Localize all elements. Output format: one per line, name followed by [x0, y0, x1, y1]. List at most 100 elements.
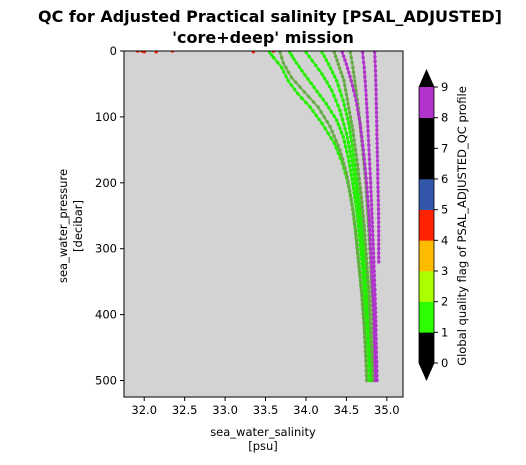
data-point	[360, 302, 365, 306]
data-point	[377, 238, 381, 242]
data-point	[375, 159, 380, 163]
chart-subtitle: 'core+deep' mission	[172, 28, 354, 47]
data-point	[367, 285, 371, 289]
data-point	[377, 220, 381, 225]
data-point	[373, 306, 378, 310]
data-point	[374, 106, 379, 110]
data-point	[360, 226, 364, 230]
data-point	[376, 172, 380, 176]
data-point	[311, 100, 316, 104]
data-point	[360, 51, 365, 54]
data-point	[351, 128, 355, 132]
data-point	[363, 79, 367, 84]
data-point	[362, 65, 366, 70]
data-point	[374, 110, 379, 115]
colorbar-segment	[419, 332, 434, 364]
data-point	[357, 202, 362, 206]
data-point	[332, 134, 336, 138]
data-point	[317, 68, 321, 72]
data-point	[374, 355, 379, 359]
data-point	[367, 152, 371, 157]
data-point	[356, 167, 360, 171]
data-point	[351, 182, 355, 186]
data-point	[372, 274, 377, 278]
data-point	[375, 154, 380, 159]
data-point	[371, 251, 376, 255]
data-point	[354, 232, 358, 236]
data-point	[328, 125, 332, 129]
data-point	[375, 137, 379, 141]
data-point	[364, 359, 368, 363]
data-point	[367, 289, 371, 294]
data-point	[371, 242, 375, 246]
data-point	[361, 307, 365, 311]
data-point	[142, 51, 146, 54]
data-point	[375, 163, 380, 167]
data-point	[361, 209, 365, 214]
data-point	[335, 58, 339, 62]
data-point	[346, 154, 350, 159]
data-point	[362, 70, 367, 74]
data-point	[345, 97, 349, 101]
data-point	[336, 151, 340, 155]
x-tick-label: 35.0	[374, 403, 400, 417]
colorbar-tick-label: 5	[441, 203, 448, 217]
data-point	[363, 75, 367, 79]
data-point	[330, 88, 334, 93]
data-point	[376, 216, 381, 220]
data-point	[373, 283, 377, 287]
data-point	[368, 308, 372, 312]
data-point	[356, 255, 360, 259]
data-point	[327, 106, 331, 110]
data-point	[365, 185, 369, 190]
data-point	[369, 203, 374, 207]
data-point	[345, 149, 349, 154]
data-point	[364, 364, 368, 368]
data-point	[364, 176, 368, 180]
data-point	[365, 115, 370, 119]
data-point	[330, 129, 334, 134]
data-point	[308, 105, 312, 109]
data-point	[376, 211, 381, 216]
data-point	[328, 66, 333, 71]
data-point	[251, 51, 256, 54]
data-point	[325, 80, 329, 85]
data-point	[374, 350, 379, 354]
data-point	[363, 84, 368, 88]
data-point	[289, 75, 294, 80]
data-point	[360, 139, 364, 143]
y-tick-label: 200	[95, 176, 117, 190]
data-point	[280, 55, 284, 60]
data-point	[278, 51, 282, 54]
data-point	[358, 181, 362, 185]
data-point	[370, 225, 375, 229]
data-point	[365, 119, 370, 124]
data-point	[373, 297, 377, 301]
data-point	[348, 74, 352, 79]
data-point	[369, 251, 373, 256]
data-point	[363, 354, 368, 358]
data-point	[326, 62, 331, 66]
data-point	[368, 232, 372, 237]
data-point	[296, 92, 300, 96]
colorbar-segment	[419, 240, 434, 272]
data-point	[377, 251, 381, 255]
data-point	[343, 166, 347, 170]
data-point	[340, 74, 345, 79]
data-point	[280, 65, 284, 70]
data-point	[347, 70, 351, 75]
data-point	[333, 74, 337, 79]
data-point	[366, 124, 370, 128]
data-point	[376, 203, 381, 207]
data-point	[365, 271, 370, 275]
data-point	[362, 326, 366, 330]
data-point	[359, 130, 363, 134]
data-point	[364, 102, 369, 106]
data-point	[349, 197, 353, 201]
data-point	[367, 223, 372, 227]
data-point	[364, 93, 368, 97]
data-point	[339, 93, 344, 98]
data-point	[315, 89, 319, 94]
data-point	[353, 93, 357, 98]
data-point	[269, 53, 274, 57]
